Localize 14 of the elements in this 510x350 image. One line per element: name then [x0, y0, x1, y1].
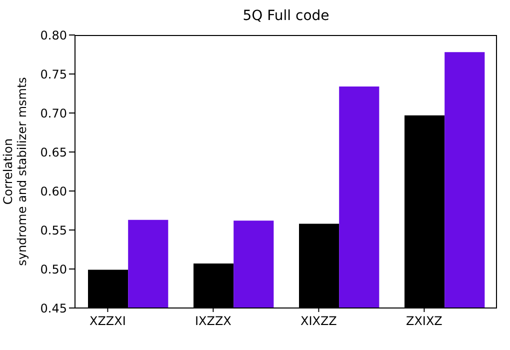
y-tick-label: 0.70 — [40, 106, 67, 120]
x-tick-label: ZXIXZ — [406, 314, 442, 328]
y-tick-label: 0.80 — [40, 28, 67, 42]
y-tick-label: 0.65 — [40, 145, 67, 160]
x-tick-label: IXZZX — [194, 314, 232, 328]
x-tick-label: XZZXI — [89, 314, 126, 328]
chart-title: 5Q Full code — [242, 8, 330, 24]
y-tick-label: 0.50 — [40, 262, 67, 276]
y-tick-label: 0.45 — [40, 301, 67, 316]
y-axis-title: Correlation syndrome and stabilizer msmts — [1, 77, 29, 266]
y-tick-label: 0.55 — [40, 223, 67, 238]
x-tick-label: XIXZZ — [300, 314, 337, 328]
y-tick-label: 0.75 — [40, 67, 67, 82]
y-tick-label: 0.60 — [40, 184, 67, 198]
